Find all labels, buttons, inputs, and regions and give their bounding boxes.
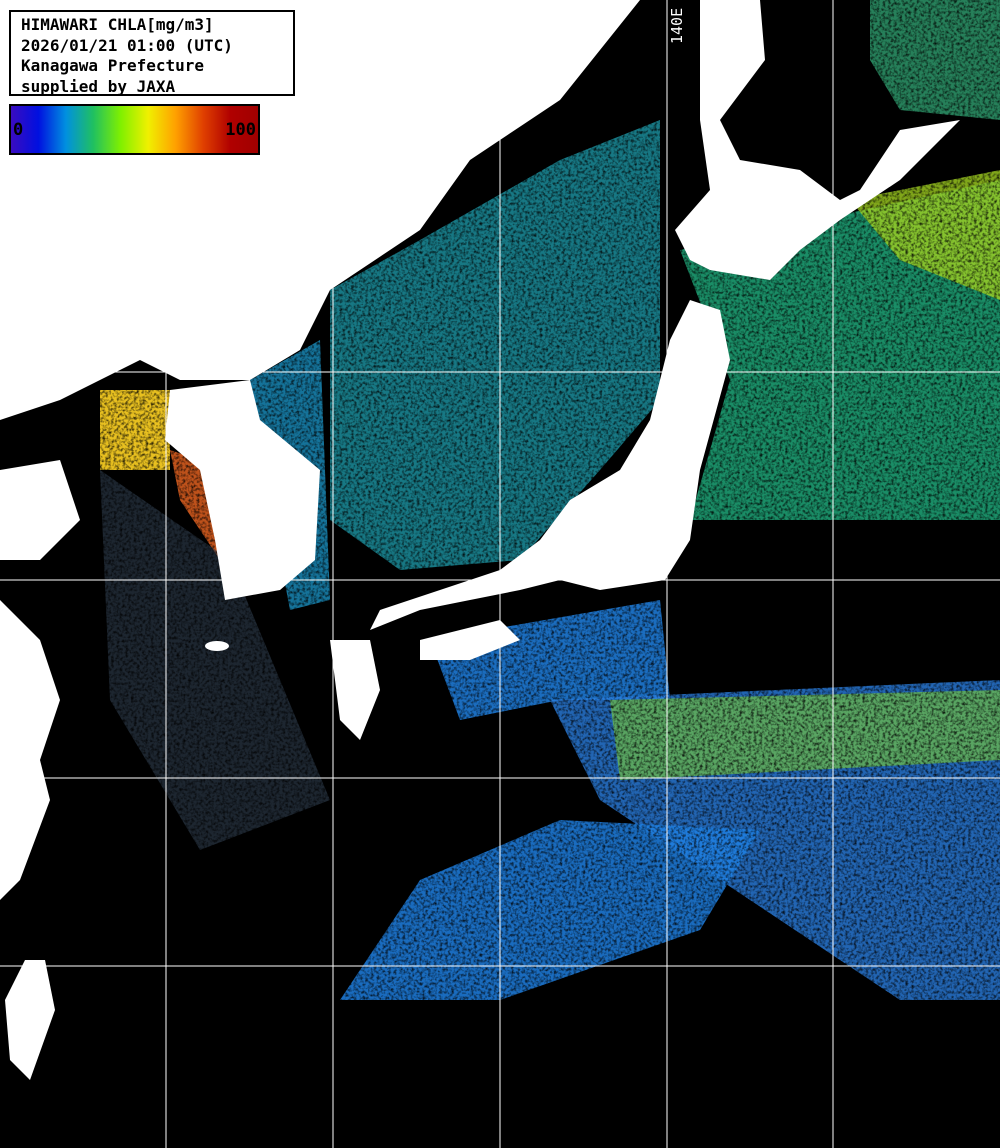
title-datetime: 2026/01/21 01:00 (UTC) <box>21 35 233 55</box>
land-jeju <box>205 641 229 651</box>
land-china-coast <box>0 600 60 900</box>
title-credit: supplied by JAXA <box>21 76 176 96</box>
land-shikoku <box>420 620 520 660</box>
land-honshu <box>370 300 730 630</box>
colorbar-max-label: 100 <box>225 120 256 140</box>
land-shandong <box>0 460 80 560</box>
land-taiwan <box>5 960 55 1080</box>
land-korea <box>165 380 320 600</box>
title-product: HIMAWARI CHLA[mg/m3] <box>21 15 214 34</box>
lat-label-30n: 30N <box>14 758 42 776</box>
lat-label-40n: 40N <box>14 352 42 370</box>
title-box: HIMAWARI CHLA[mg/m3] 2026/01/21 01:00 (U… <box>9 10 295 96</box>
land-kyushu <box>330 640 380 740</box>
colorbar-legend: 0 100 <box>9 104 260 155</box>
land-island <box>398 127 422 163</box>
title-organization: Kanagawa Prefecture <box>21 56 205 75</box>
lon-label-140e: 140E <box>668 7 686 44</box>
land-hokkaido <box>675 0 960 280</box>
colorbar-min-label: 0 <box>13 120 24 140</box>
